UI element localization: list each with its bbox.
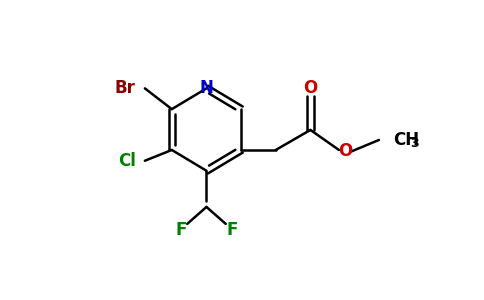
Text: CH: CH xyxy=(393,131,419,149)
Text: Br: Br xyxy=(115,80,136,98)
Text: Cl: Cl xyxy=(118,152,136,170)
Text: O: O xyxy=(303,80,318,98)
Text: F: F xyxy=(226,221,238,239)
Text: O: O xyxy=(338,142,352,160)
Text: F: F xyxy=(175,221,187,239)
Text: N: N xyxy=(199,80,213,98)
Text: 3: 3 xyxy=(410,136,418,149)
